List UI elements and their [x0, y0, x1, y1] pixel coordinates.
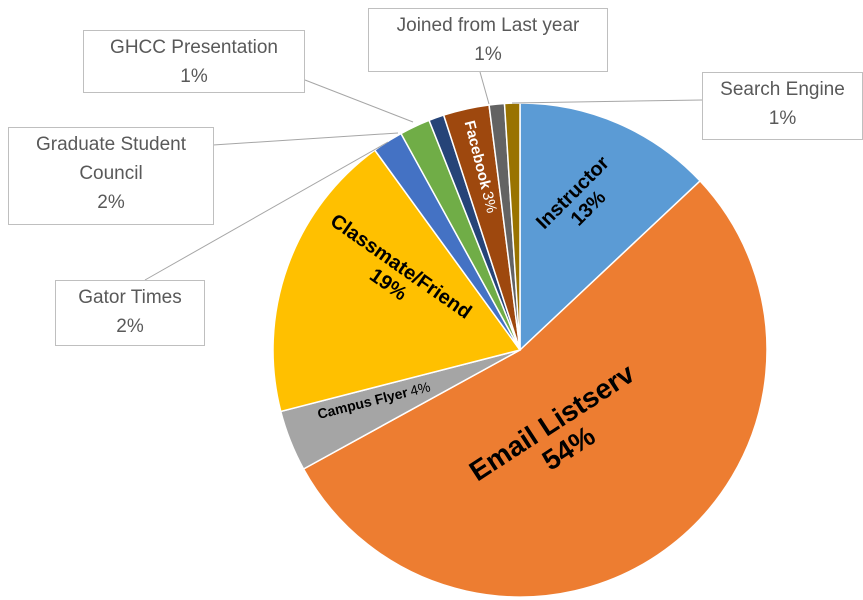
callout-value: 1%	[768, 108, 797, 129]
callout-label: GHCC Presentation 1%	[83, 30, 305, 93]
callout-value: 1%	[474, 44, 502, 65]
leader-line	[212, 132, 399, 146]
callout-label: Search Engine 1%	[702, 72, 863, 140]
slices	[272, 102, 768, 598]
slice-value: 4%	[408, 378, 432, 398]
pie-slice	[519, 102, 702, 352]
leader-line	[479, 71, 490, 105]
pie-slice	[272, 149, 522, 413]
callout-name: Search Engine	[720, 79, 845, 100]
callout-value: 2%	[97, 192, 125, 213]
callout-label: Graduate Student Council 2%	[8, 127, 214, 225]
leader-line	[304, 79, 414, 123]
slice-value: 3%	[478, 190, 500, 215]
callout-name: Gator Times	[78, 287, 182, 308]
callout-label: Joined from Last year 1%	[368, 8, 608, 72]
leader-line	[144, 141, 389, 281]
callout-value: 2%	[116, 316, 144, 337]
callout-name: Joined from Last year	[396, 15, 580, 36]
pie-slice	[302, 179, 768, 598]
callout-value: 1%	[180, 66, 208, 87]
callout-label: Gator Times 2%	[55, 280, 205, 346]
leader-line	[511, 99, 703, 104]
callout-name: GHCC Presentation	[110, 37, 278, 58]
callout-name: Graduate Student Council	[36, 134, 186, 184]
